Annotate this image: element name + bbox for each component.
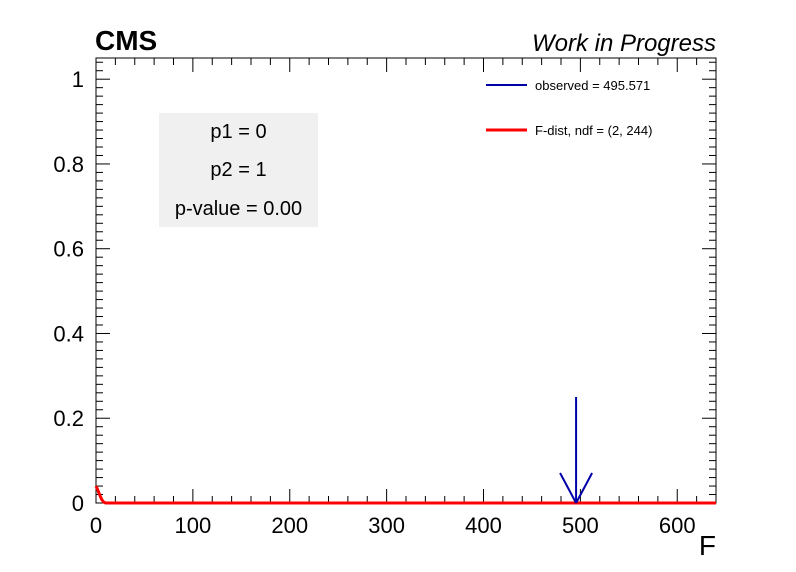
y-tick-label: 0.4	[53, 321, 84, 346]
stats-box	[159, 113, 318, 227]
x-tick-label: 100	[175, 513, 212, 538]
observed-arrowhead-left	[559, 472, 577, 504]
y-tick-label: 0	[72, 491, 84, 516]
x-tick-label: 500	[562, 513, 599, 538]
data-layer	[94, 397, 716, 505]
x-tick-label: 600	[659, 513, 696, 538]
y-tick-label: 0.8	[53, 152, 84, 177]
stats-line-p1: p1 = 0	[210, 121, 266, 143]
stats-line-pvalue: p-value = 0.00	[175, 198, 302, 220]
y-tick-label: 0.2	[53, 406, 84, 431]
fdist-curve	[94, 485, 716, 505]
legend-fdist-label: F-dist, ndf = (2, 244)	[535, 123, 652, 138]
x-tick-label: 0	[90, 513, 102, 538]
x-tick-label: 400	[465, 513, 502, 538]
legend-observed-label: observed = 495.571	[535, 78, 650, 93]
axes: 0 100 200 300 400 500 600 0 0.2 0.4 0.6 0.8 1	[53, 57, 717, 538]
observed-arrowhead-right	[575, 472, 593, 504]
status-label: Work in Progress	[532, 30, 716, 57]
experiment-label: CMS	[95, 25, 157, 56]
y-tick-label: 0.6	[53, 237, 84, 262]
y-tick-label: 1	[72, 67, 84, 92]
x-tick-label: 300	[368, 513, 405, 538]
stats-line-p2: p2 = 1	[210, 159, 266, 181]
x-tick-label: 200	[271, 513, 308, 538]
x-axis-label: F	[699, 530, 716, 561]
